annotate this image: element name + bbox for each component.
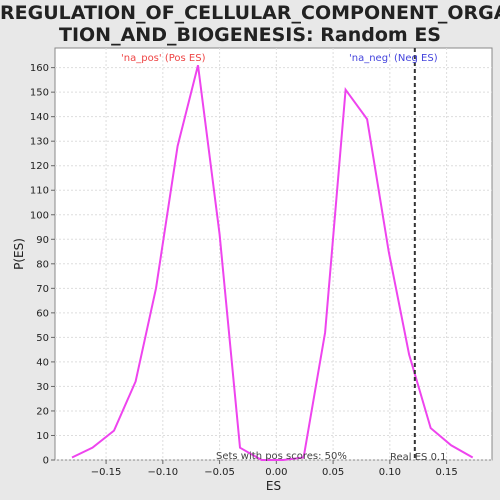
- y-tick-label: 0: [43, 456, 49, 467]
- real-es-annotation: Real ES 0.1: [390, 452, 446, 463]
- y-tick-label: 70: [36, 284, 49, 295]
- y-tick-label: 130: [30, 137, 49, 148]
- y-tick-label: 10: [36, 431, 49, 442]
- x-axis-ticks: −0.15 −0.10 −0.05 0.00 0.05 0.10 0.15: [91, 460, 458, 478]
- y-tick-label: 100: [30, 210, 49, 221]
- y-tick-label: 50: [36, 333, 49, 344]
- y-tick-label: 40: [36, 357, 49, 368]
- x-tick-label: 0.10: [379, 467, 401, 478]
- x-tick-label: 0.15: [435, 467, 457, 478]
- y-tick-label: 160: [30, 63, 49, 74]
- x-tick-label: 0.00: [265, 467, 287, 478]
- y-axis-label: P(ES): [12, 238, 26, 270]
- y-tick-label: 120: [30, 161, 49, 172]
- y-axis-ticks: 0 10 20 30 40 50 60 70 80 90 100 110 120 130 140 150 160: [30, 63, 55, 467]
- y-tick-label: 60: [36, 308, 49, 319]
- y-tick-label: 110: [30, 186, 49, 197]
- y-tick-label: 140: [30, 112, 49, 123]
- neg-es-annotation: 'na_neg' (Neg ES): [349, 53, 438, 64]
- x-tick-label: −0.10: [148, 467, 179, 478]
- y-tick-label: 150: [30, 88, 49, 99]
- x-tick-label: −0.15: [91, 467, 122, 478]
- series-line: [71, 64, 474, 461]
- y-tick-label: 80: [36, 259, 49, 270]
- y-tick-label: 20: [36, 406, 49, 417]
- x-tick-label: −0.05: [204, 467, 235, 478]
- chart-title-line-1: REGULATION_OF_CELLULAR_COMPONENT_ORGANIZ…: [0, 2, 500, 24]
- pos-es-annotation: 'na_pos' (Pos ES): [121, 53, 206, 64]
- x-tick-label: 0.05: [322, 467, 344, 478]
- plot-area: [54, 47, 493, 461]
- pos-scores-annotation: Sets with pos scores: 50%: [216, 451, 347, 462]
- y-tick-label: 90: [36, 235, 49, 246]
- grid: [55, 48, 492, 461]
- x-axis-label: ES: [266, 479, 281, 493]
- y-tick-label: 30: [36, 382, 49, 393]
